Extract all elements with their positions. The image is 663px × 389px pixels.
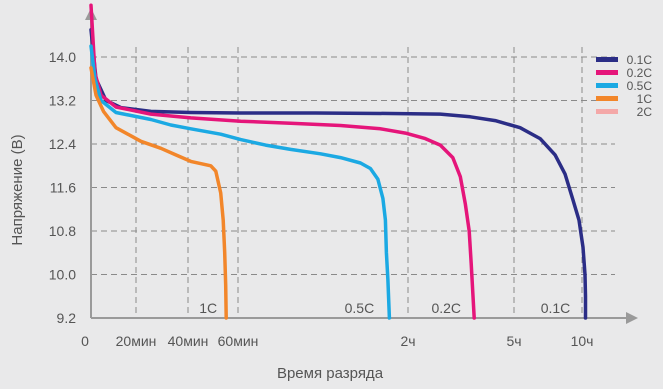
x-axis-label: Время разряда <box>277 365 384 382</box>
legend-swatch <box>596 83 618 88</box>
series-line-2 <box>89 44 392 320</box>
y-tick-label: 13.2 <box>49 93 76 109</box>
grid <box>91 47 615 319</box>
x-tick-label: 0 <box>81 333 89 349</box>
legend-label: 0.2C <box>627 66 653 80</box>
series-line-3 <box>89 66 228 320</box>
series-line-1 <box>89 3 476 320</box>
legend-swatch <box>596 70 618 75</box>
legend-label: 1C <box>637 92 653 106</box>
y-tick-label: 11.6 <box>50 180 76 196</box>
series-end-label: 0.1C <box>541 300 571 316</box>
y-tick-label: 10.8 <box>49 223 76 239</box>
axes <box>85 8 638 324</box>
x-tick-label: 10ч <box>571 333 594 349</box>
y-tick-label: 10.0 <box>49 267 76 283</box>
series-lines <box>89 3 588 320</box>
y-ticks: 14.0 13.2 12.4 11.6 10.8 10.0 9.2 <box>49 49 76 326</box>
series-end-label: 0.2C <box>431 300 461 316</box>
series-end-label: 1C <box>199 300 217 316</box>
y-axis-label: Напряжение (В) <box>9 134 26 245</box>
legend-label: 2C <box>637 105 653 119</box>
x-tick-label: 20мин <box>116 333 157 349</box>
legend-label: 0.1C <box>627 53 653 67</box>
series-end-label: 0.5C <box>345 300 375 316</box>
legend-swatch <box>596 109 618 114</box>
y-tick-label: 14.0 <box>49 49 76 65</box>
x-tick-label: 5ч <box>506 333 521 349</box>
x-tick-label: 60мин <box>218 333 259 349</box>
x-tick-label: 2ч <box>400 333 415 349</box>
x-tick-label: 40мин <box>168 333 209 349</box>
y-tick-label: 12.4 <box>49 136 76 152</box>
legend-swatch <box>596 57 618 62</box>
legend-swatch <box>596 96 618 101</box>
x-ticks: 0 20мин 40мин 60мин 2ч 5ч 10ч <box>81 333 593 349</box>
legend-label: 0.5C <box>627 79 653 93</box>
x-axis-arrow-icon <box>626 312 638 324</box>
y-tick-label: 9.2 <box>57 310 77 326</box>
series-end-labels: 0.1C 0.2C 0.5C 1C <box>199 300 570 316</box>
